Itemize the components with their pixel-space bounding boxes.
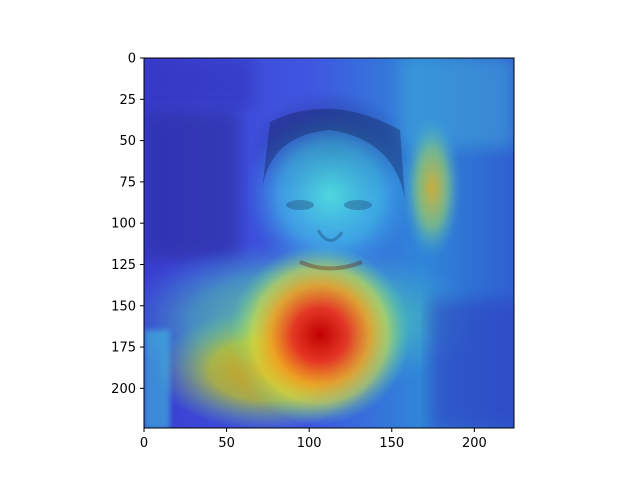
y-tick-label: 0: [128, 52, 136, 67]
axes-frame: [143, 57, 515, 429]
y-tick-label: 175: [111, 341, 136, 356]
y-tick-label: 50: [119, 134, 136, 149]
y-tick-label: 150: [111, 299, 136, 314]
y-tick-label: 75: [119, 175, 136, 190]
y-tick-label: 25: [119, 93, 136, 108]
x-tick-label: 200: [462, 436, 487, 451]
x-tick-label: 50: [218, 436, 235, 451]
y-tick-label: 200: [111, 382, 136, 397]
x-tick-label: 100: [297, 436, 322, 451]
y-axis: 0 25 50 75 100 125 150 175 200: [111, 52, 144, 397]
x-axis: 0 50 100 150 200: [140, 428, 487, 451]
heatmap-overlay-image: [144, 58, 514, 428]
x-tick-label: 150: [379, 436, 404, 451]
face-features: [262, 108, 405, 271]
x-tick-label: 0: [140, 436, 148, 451]
y-tick-label: 100: [111, 217, 136, 232]
y-tick-label: 125: [111, 258, 136, 273]
